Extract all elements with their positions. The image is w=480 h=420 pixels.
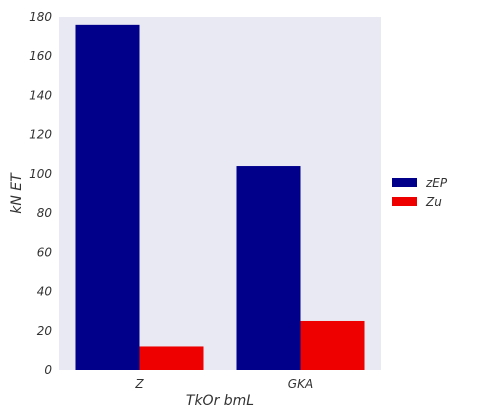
y-tick-label: 180 xyxy=(29,10,52,24)
y-tick-label: 160 xyxy=(29,49,52,63)
y-tick-label: 0 xyxy=(44,363,52,377)
x-axis-ticks: Z GKA xyxy=(134,377,313,391)
bars-layer xyxy=(75,24,365,370)
legend-label-zEP: zEP xyxy=(425,176,448,190)
bar-Zu-Z xyxy=(139,346,204,370)
legend-label-Zu: Zu xyxy=(425,195,442,209)
x-tick-label: Z xyxy=(134,377,144,391)
y-axis-label: kN ET xyxy=(9,172,25,214)
y-tick-label: 60 xyxy=(37,245,53,259)
y-axis-ticks: 0 20 40 60 80 100 120 140 160 180 xyxy=(29,10,52,377)
y-tick-label: 140 xyxy=(29,88,52,102)
y-tick-label: 40 xyxy=(37,285,53,299)
y-tick-label: 120 xyxy=(29,128,52,142)
y-tick-label: 100 xyxy=(29,167,52,181)
bar-zEP-GKA xyxy=(236,166,301,370)
x-axis-label: TkOr bmL xyxy=(186,393,254,409)
legend-swatch-zEP xyxy=(392,178,417,187)
legend: zEP Zu xyxy=(392,176,448,209)
legend-swatch-Zu xyxy=(392,197,417,206)
bar-Zu-GKA xyxy=(300,320,365,370)
y-tick-label: 20 xyxy=(37,324,53,338)
y-tick-label: 80 xyxy=(37,206,53,220)
bar-zEP-Z xyxy=(75,24,140,370)
x-tick-label: GKA xyxy=(288,377,313,391)
